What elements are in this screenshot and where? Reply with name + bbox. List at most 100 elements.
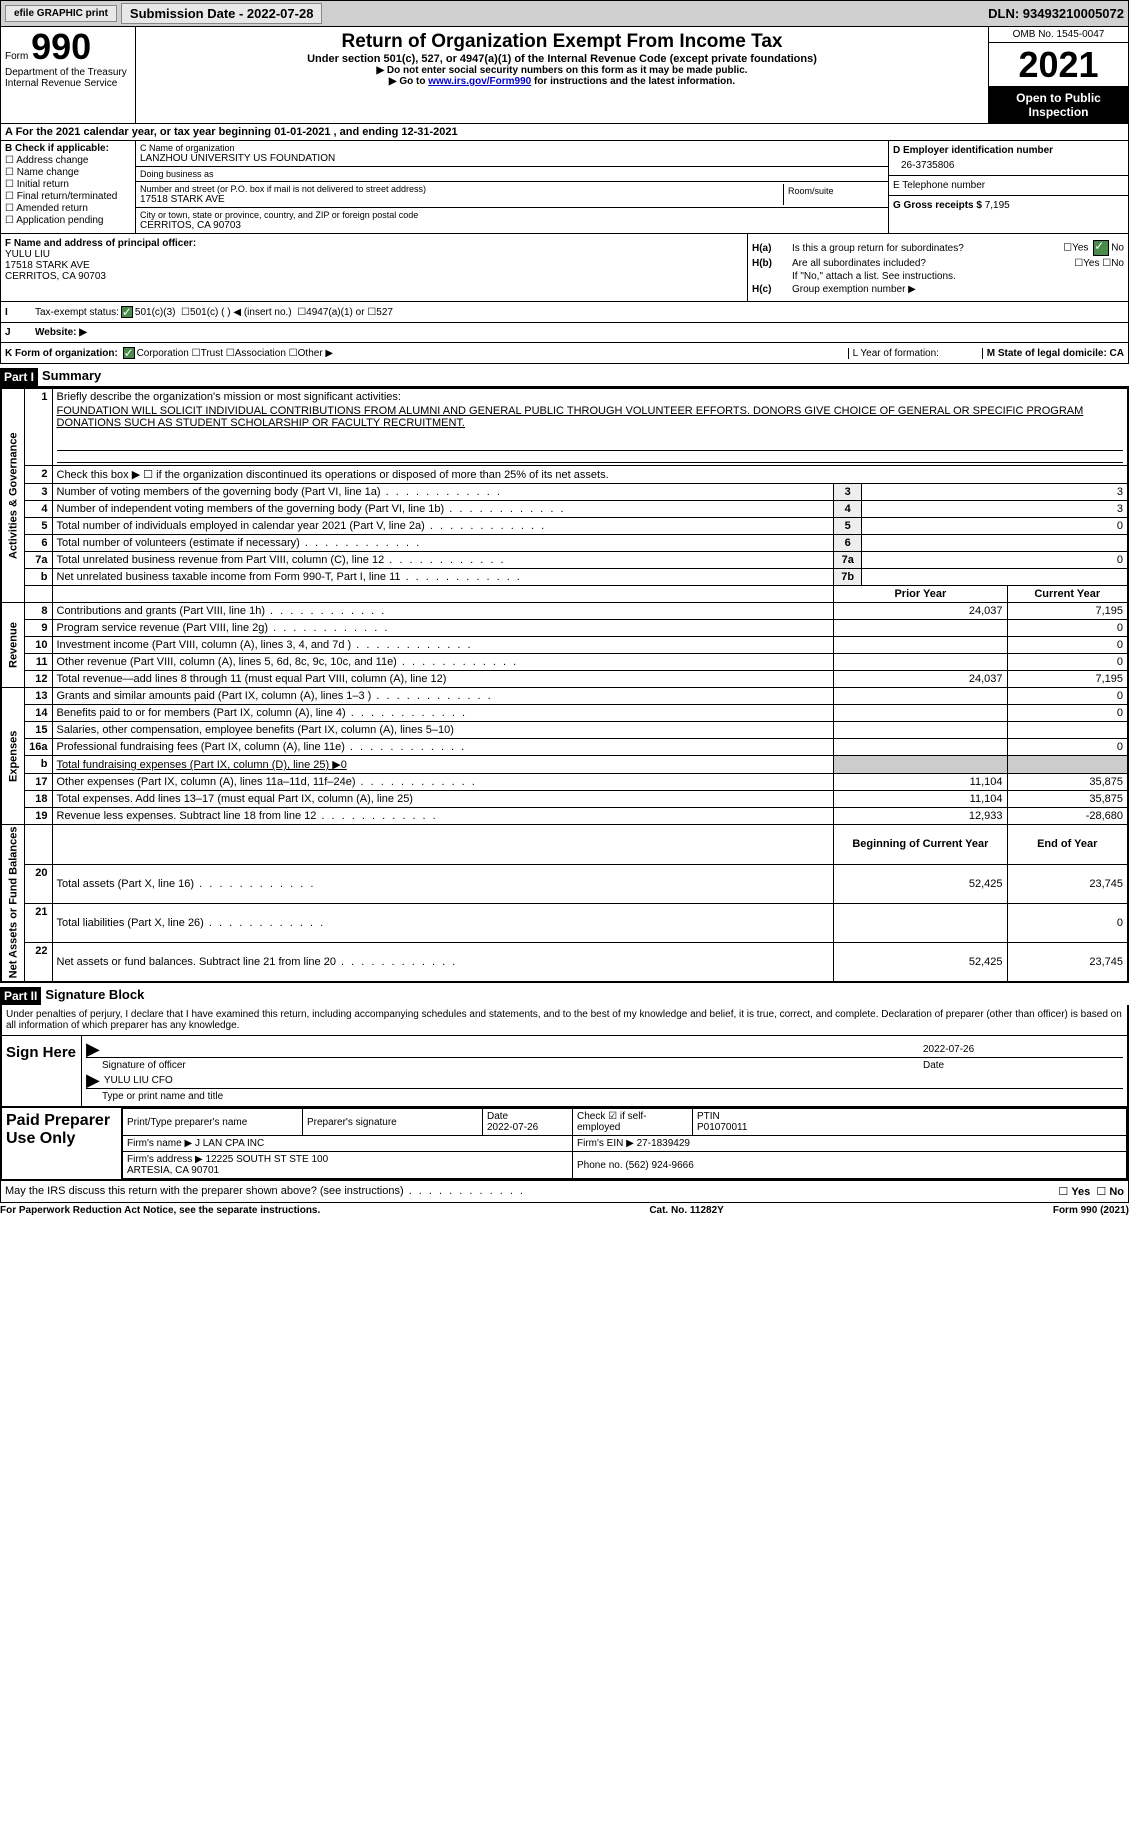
hb-text: Are all subordinates included? bbox=[792, 258, 1074, 269]
rev-10: Investment income (Part VIII, column (A)… bbox=[52, 637, 834, 654]
firm-name: J LAN CPA INC bbox=[195, 1138, 264, 1149]
cb-corp[interactable] bbox=[123, 347, 135, 359]
irs-link[interactable]: www.irs.gov/Form990 bbox=[428, 76, 531, 87]
line1-label: Briefly describe the organization's miss… bbox=[57, 391, 401, 403]
ha-no-checkbox[interactable] bbox=[1093, 240, 1109, 256]
efile-btn[interactable]: efile GRAPHIC print bbox=[5, 5, 117, 22]
k-label: K Form of organization: bbox=[5, 348, 118, 359]
prep-sig-lbl: Preparer's signature bbox=[303, 1109, 483, 1136]
f-name: YULU LIU bbox=[5, 249, 743, 260]
ag-3-val: 3 bbox=[862, 484, 1127, 501]
net-22-c: 23,745 bbox=[1007, 943, 1127, 981]
footer: For Paperwork Reduction Act Notice, see … bbox=[0, 1203, 1129, 1218]
signature-block: Under penalties of perjury, I declare th… bbox=[0, 1005, 1129, 1108]
name-lbl: Type or print name and title bbox=[86, 1091, 1123, 1102]
part2-hdr: Part II bbox=[0, 987, 41, 1005]
exp-18-c: 35,875 bbox=[1007, 791, 1127, 808]
rev-8-c: 7,195 bbox=[1007, 603, 1127, 620]
ha-text: Is this a group return for subordinates? bbox=[792, 243, 1063, 254]
exp-19: Revenue less expenses. Subtract line 18 … bbox=[52, 808, 834, 825]
exp-18-p: 11,104 bbox=[834, 791, 1007, 808]
exp-18: Total expenses. Add lines 13–17 (must eq… bbox=[52, 791, 834, 808]
line1-text: FOUNDATION WILL SOLICIT INDIVIDUAL CONTR… bbox=[57, 405, 1124, 429]
sub3-post: for instructions and the latest informat… bbox=[531, 76, 735, 87]
firm-addr-lbl: Firm's address ▶ bbox=[127, 1154, 203, 1165]
m-label: M State of legal domicile: CA bbox=[982, 348, 1124, 359]
ptin: P01070011 bbox=[697, 1122, 747, 1133]
hc-text: Group exemption number ▶ bbox=[792, 284, 1124, 295]
sig-date: 2022-07-26 bbox=[923, 1044, 1123, 1055]
exp-17-p: 11,104 bbox=[834, 774, 1007, 791]
rev-11-c: 0 bbox=[1007, 654, 1127, 671]
org-name: LANZHOU UNIVERSITY US FOUNDATION bbox=[140, 153, 884, 164]
tax-year: 2021 bbox=[989, 43, 1128, 87]
dln: DLN: 93493210005072 bbox=[988, 6, 1124, 21]
cb-amended[interactable]: ☐ Amended return bbox=[5, 203, 131, 214]
form-subtitle-1: Under section 501(c), 527, or 4947(a)(1)… bbox=[140, 53, 984, 65]
omb-number: OMB No. 1545-0047 bbox=[989, 27, 1128, 43]
form-number: 990 bbox=[31, 26, 91, 67]
g-label: G Gross receipts $ bbox=[893, 200, 982, 211]
footer-left: For Paperwork Reduction Act Notice, see … bbox=[0, 1205, 320, 1216]
ag-4: Number of independent voting members of … bbox=[52, 501, 834, 518]
sig-officer-lbl: Signature of officer bbox=[86, 1060, 923, 1071]
net-20-p: 52,425 bbox=[834, 864, 1007, 903]
cb-name-change[interactable]: ☐ Name change bbox=[5, 167, 131, 178]
open-to-public: Open to Public Inspection bbox=[989, 87, 1128, 123]
form-subtitle-3: ▶ Go to www.irs.gov/Form990 for instruct… bbox=[140, 76, 984, 87]
exp-17-c: 35,875 bbox=[1007, 774, 1127, 791]
paid-label: Paid Preparer Use Only bbox=[2, 1108, 122, 1179]
form-header: Form 990 Department of the Treasury Inte… bbox=[0, 27, 1129, 124]
part1-box: Activities & Governance 1 Briefly descri… bbox=[0, 386, 1129, 983]
k-o3: Association bbox=[235, 348, 286, 359]
ag-7a-val: 0 bbox=[862, 552, 1127, 569]
cb-501c3[interactable] bbox=[121, 306, 133, 318]
ag-6: Total number of volunteers (estimate if … bbox=[52, 535, 834, 552]
ag-5: Total number of individuals employed in … bbox=[52, 518, 834, 535]
firm-name-lbl: Firm's name ▶ bbox=[127, 1138, 192, 1149]
k-row: K Form of organization: Corporation ☐ Tr… bbox=[0, 343, 1129, 364]
ag-5-val: 0 bbox=[862, 518, 1127, 535]
side-ag: Activities & Governance bbox=[2, 389, 24, 603]
prep-check: Check ☑ if self-employed bbox=[573, 1109, 693, 1136]
sign-here-label: Sign Here bbox=[2, 1036, 82, 1106]
side-net: Net Assets or Fund Balances bbox=[2, 825, 24, 981]
exp-19-c: -28,680 bbox=[1007, 808, 1127, 825]
i-o3: 4947(a)(1) or bbox=[306, 307, 364, 318]
entity-block: B Check if applicable: ☐ Address change … bbox=[0, 141, 1129, 234]
i-o2: 501(c) ( ) ◀ (insert no.) bbox=[190, 307, 292, 318]
officer-name: YULU LIU CFO bbox=[104, 1075, 173, 1086]
phone: (562) 924-9666 bbox=[625, 1160, 693, 1171]
col-end: End of Year bbox=[1007, 825, 1127, 864]
exp-16a-c: 0 bbox=[1007, 739, 1127, 756]
cb-initial-return[interactable]: ☐ Initial return bbox=[5, 179, 131, 190]
dba-label: Doing business as bbox=[140, 169, 884, 179]
cb-final-return[interactable]: ☐ Final return/terminated bbox=[5, 191, 131, 202]
ag-7b: Net unrelated business taxable income fr… bbox=[52, 569, 834, 586]
part1-hdr: Part I bbox=[0, 368, 38, 386]
cb-address-change[interactable]: ☐ Address change bbox=[5, 155, 131, 166]
rev-10-c: 0 bbox=[1007, 637, 1127, 654]
cb-app-pending[interactable]: ☐ Application pending bbox=[5, 215, 131, 226]
room-label: Room/suite bbox=[788, 186, 880, 196]
rev-9: Program service revenue (Part VIII, line… bbox=[52, 620, 834, 637]
side-rev: Revenue bbox=[2, 603, 24, 688]
rev-12: Total revenue—add lines 8 through 11 (mu… bbox=[52, 671, 834, 688]
discuss-text: May the IRS discuss this return with the… bbox=[5, 1185, 1058, 1198]
sig-date-lbl: Date bbox=[923, 1060, 1123, 1071]
dept: Department of the Treasury Internal Reve… bbox=[5, 67, 131, 89]
i-o1: 501(c)(3) bbox=[135, 307, 176, 318]
form-title: Return of Organization Exempt From Incom… bbox=[140, 31, 984, 53]
ag-6-val bbox=[862, 535, 1127, 552]
prep-date-lbl: Date bbox=[487, 1111, 508, 1122]
declaration: Under penalties of perjury, I declare th… bbox=[2, 1005, 1127, 1035]
rev-12-c: 7,195 bbox=[1007, 671, 1127, 688]
city-label: City or town, state or province, country… bbox=[140, 210, 884, 220]
rev-12-p: 24,037 bbox=[834, 671, 1007, 688]
addr: 17518 STARK AVE bbox=[140, 194, 783, 205]
rev-11: Other revenue (Part VIII, column (A), li… bbox=[52, 654, 834, 671]
net-22: Net assets or fund balances. Subtract li… bbox=[52, 943, 834, 981]
exp-14-c: 0 bbox=[1007, 705, 1127, 722]
j-row: J Website: ▶ bbox=[0, 323, 1129, 343]
rev-8: Contributions and grants (Part VIII, lin… bbox=[52, 603, 834, 620]
